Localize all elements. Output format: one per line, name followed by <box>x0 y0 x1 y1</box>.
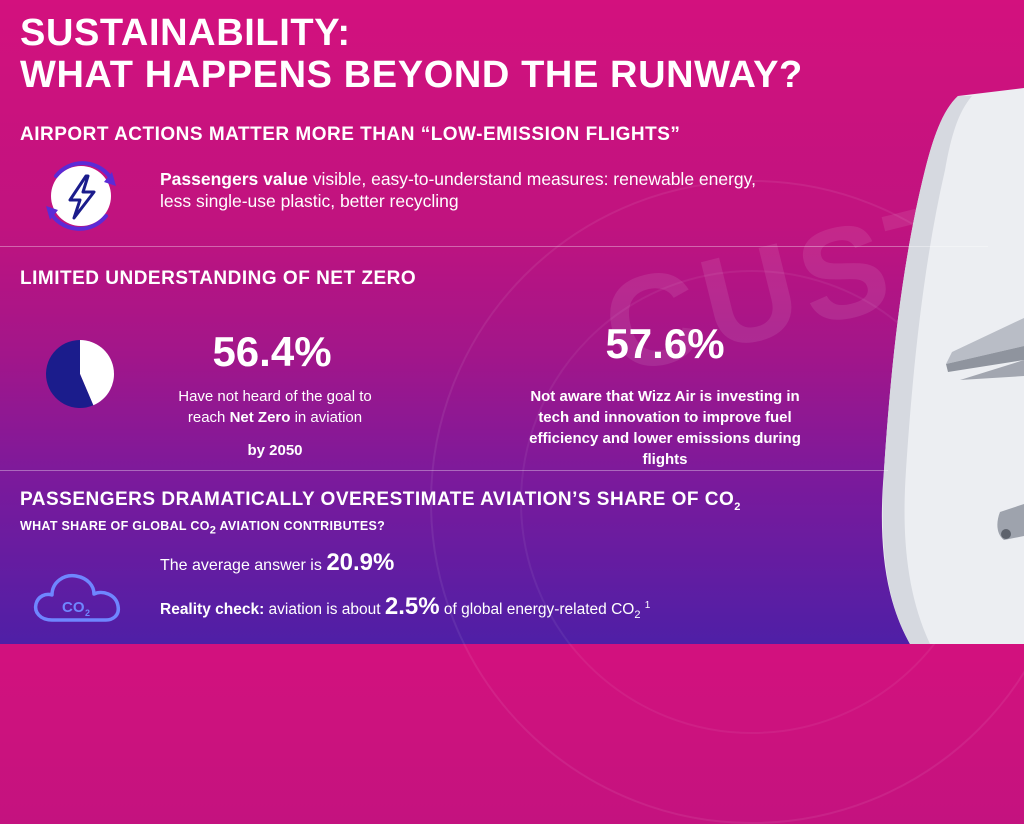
net-zero-stat-line1: Have not heard of the goal to <box>178 388 372 405</box>
average-answer-value: 20.9% <box>326 549 395 576</box>
cloud-label: CO <box>62 599 85 616</box>
divider <box>0 470 888 471</box>
co2-question-post: AVIATION CONTRIBUTES? <box>216 519 386 533</box>
footnote-marker: 1 <box>644 599 651 611</box>
co2-question-sub: 2 <box>209 524 217 537</box>
reality-check-text: aviation is about <box>264 601 385 618</box>
wizz-air-stat-line3: efficiency and lower emissions during <box>529 430 801 447</box>
page-title-line2: WHAT HAPPENS BEYOND THE RUNWAY? <box>20 54 803 96</box>
airport-actions-line2: less single-use plastic, better recyclin… <box>160 191 459 211</box>
section-airport-actions-title: AIRPORT ACTIONS MATTER MORE THAN “LOW-EM… <box>20 124 681 145</box>
co2-share-question: WHAT SHARE OF GLOBAL CO2 AVIATION CONTRI… <box>20 519 385 537</box>
reality-check-line: Reality check: aviation is about 2.5% of… <box>160 593 650 621</box>
reality-check-suffix: of global energy-related CO <box>439 601 635 618</box>
net-zero-stat-line3: by 2050 <box>247 442 303 459</box>
airport-actions-text: Passengers value visible, easy-to-unders… <box>160 168 940 212</box>
net-zero-stat-line2-bold: Net Zero <box>229 409 291 426</box>
wizz-air-stat-line4: flights <box>642 451 688 468</box>
reality-check-value: 2.5% <box>384 593 440 620</box>
lightning-bolt-cycle-icon <box>46 161 116 231</box>
wizz-air-stat-line1: Not aware that Wizz Air is investing in <box>530 388 800 405</box>
co2-share-title-sub: 2 <box>734 500 741 513</box>
reality-check-label: Reality check: <box>160 601 265 618</box>
airplane-image <box>881 88 1024 644</box>
wizz-air-stat-value: 57.6% <box>605 320 725 367</box>
pie-chart-icon <box>45 340 114 408</box>
net-zero-stat-line2-pre: reach <box>187 409 230 426</box>
average-answer-text: The average answer is <box>160 557 327 574</box>
page-title-line1: SUSTAINABILITY: <box>20 12 351 54</box>
net-zero-stat-value: 56.4% <box>212 328 332 375</box>
airport-actions-line1: visible, easy-to-understand measures: re… <box>307 169 756 189</box>
co2-cloud-icon: CO 2 <box>33 573 121 622</box>
page-title: SUSTAINABILITY: WHAT HAPPENS BEYOND THE … <box>20 12 803 96</box>
reality-check-sub: 2 <box>634 609 641 622</box>
divider <box>0 246 988 247</box>
section-net-zero-title: LIMITED UNDERSTANDING OF NET ZERO <box>20 268 417 289</box>
cloud-label-sub: 2 <box>85 608 90 618</box>
net-zero-stat-line2-post: in aviation <box>290 409 363 426</box>
wizz-air-stat-description: Not aware that Wizz Air is investing in … <box>500 386 830 470</box>
net-zero-stat-description: Have not heard of the goal to reach Net … <box>150 386 400 461</box>
co2-question-pre: WHAT SHARE OF GLOBAL CO <box>20 519 210 533</box>
section-co2-share-title: PASSENGERS DRAMATICALLY OVERESTIMATE AVI… <box>20 489 741 513</box>
wizz-air-stat-line2: tech and innovation to improve fuel <box>538 409 792 426</box>
airport-actions-lead: Passengers value <box>160 169 308 189</box>
average-answer-line: The average answer is 20.9% <box>160 549 394 577</box>
background: CUSTO <box>430 88 1024 824</box>
co2-share-title-text: PASSENGERS DRAMATICALLY OVERESTIMATE AVI… <box>20 489 735 510</box>
